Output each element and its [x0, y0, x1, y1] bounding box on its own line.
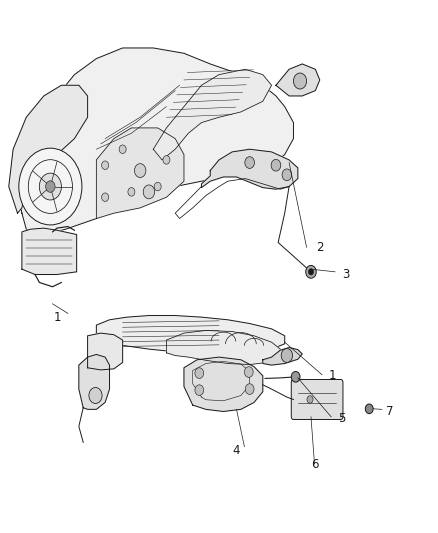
Circle shape: [244, 367, 253, 377]
FancyBboxPatch shape: [291, 379, 343, 419]
Circle shape: [46, 181, 55, 192]
Polygon shape: [96, 128, 184, 219]
Circle shape: [293, 73, 307, 89]
Circle shape: [291, 372, 300, 382]
Circle shape: [307, 395, 313, 403]
Polygon shape: [184, 357, 263, 411]
Circle shape: [365, 404, 373, 414]
Text: 1: 1: [329, 369, 337, 382]
Polygon shape: [79, 354, 110, 409]
Circle shape: [128, 188, 135, 196]
Polygon shape: [88, 333, 123, 370]
Text: 4: 4: [233, 444, 240, 457]
Circle shape: [154, 182, 161, 191]
Circle shape: [195, 385, 204, 395]
Polygon shape: [263, 348, 302, 365]
Polygon shape: [9, 85, 88, 213]
Text: 5: 5: [338, 412, 345, 425]
Circle shape: [306, 265, 316, 278]
Circle shape: [245, 384, 254, 394]
Text: 3: 3: [343, 268, 350, 281]
Circle shape: [89, 387, 102, 403]
Text: 6: 6: [311, 458, 319, 471]
Circle shape: [245, 157, 254, 168]
Circle shape: [19, 148, 82, 225]
Polygon shape: [166, 330, 280, 365]
Circle shape: [39, 173, 61, 200]
Text: 1: 1: [53, 311, 61, 324]
Circle shape: [134, 164, 146, 177]
Circle shape: [102, 161, 109, 169]
Text: 2: 2: [316, 241, 324, 254]
Circle shape: [195, 368, 204, 378]
Circle shape: [308, 269, 314, 275]
Circle shape: [281, 349, 293, 362]
Polygon shape: [153, 69, 272, 160]
Circle shape: [143, 185, 155, 199]
Polygon shape: [96, 316, 285, 353]
Circle shape: [282, 169, 292, 181]
Circle shape: [119, 145, 126, 154]
Circle shape: [271, 159, 281, 171]
Polygon shape: [201, 149, 298, 189]
Polygon shape: [22, 228, 77, 274]
Text: 7: 7: [386, 405, 394, 418]
Circle shape: [102, 193, 109, 201]
Polygon shape: [276, 64, 320, 96]
Polygon shape: [18, 48, 293, 235]
Circle shape: [163, 156, 170, 164]
